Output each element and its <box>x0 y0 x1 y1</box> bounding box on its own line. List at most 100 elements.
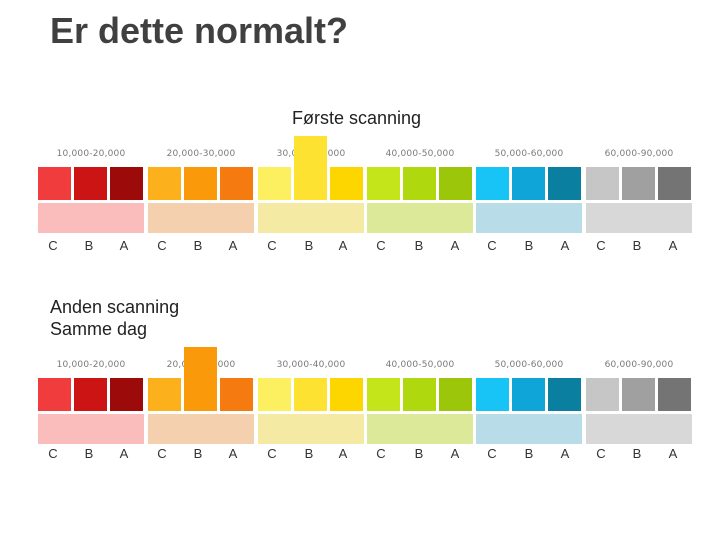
range-label: 40,000-50,000 <box>385 149 455 159</box>
first-scan-label: Første scanning <box>292 108 422 128</box>
color-band <box>586 414 692 444</box>
color-band <box>586 203 692 233</box>
color-cell <box>367 167 400 200</box>
range-group: 20,000-30,000 <box>148 145 254 245</box>
color-cell <box>622 167 655 200</box>
range-group: 20,000-30,000 <box>148 347 254 456</box>
grade-letter: B <box>414 238 424 253</box>
range-group: 60,000-90,000 <box>586 145 692 245</box>
color-cell <box>294 378 327 411</box>
color-band <box>476 414 582 444</box>
color-band <box>38 203 144 233</box>
grade-letter: B <box>193 446 203 461</box>
grade-letter: A <box>119 238 129 253</box>
grade-letter: B <box>193 238 203 253</box>
grade-letter: A <box>560 446 570 461</box>
color-cell <box>586 378 619 411</box>
color-cell <box>258 167 291 200</box>
range-label: 10,000-20,000 <box>56 149 126 159</box>
grade-letter: A <box>560 238 570 253</box>
grade-letter: B <box>632 238 642 253</box>
result-marker <box>294 136 327 200</box>
grade-letter: B <box>84 238 94 253</box>
range-label: 20,000-30,000 <box>166 149 236 159</box>
range-label: 50,000-60,000 <box>494 149 564 159</box>
grade-letter: C <box>376 446 386 461</box>
color-cell <box>586 167 619 200</box>
color-cell <box>512 378 545 411</box>
color-cell <box>658 167 691 200</box>
grade-letter: B <box>524 238 534 253</box>
range-label: 60,000-90,000 <box>604 149 674 159</box>
page-title: Er dette normalt? <box>50 10 349 51</box>
grade-letter: A <box>119 446 129 461</box>
grade-letter: C <box>596 238 606 253</box>
color-band <box>367 203 473 233</box>
grade-letter: A <box>450 446 460 461</box>
color-cell <box>148 378 181 411</box>
grade-letter: A <box>450 238 460 253</box>
color-cell <box>548 378 581 411</box>
color-cell <box>476 167 509 200</box>
grade-letter: C <box>487 446 497 461</box>
color-band <box>476 203 582 233</box>
grade-letter: A <box>338 238 348 253</box>
second-scan-scale: 10,000-20,000 20,000-30,000 30,000-40,000 4… <box>38 347 692 456</box>
color-cell <box>220 378 253 411</box>
color-cell <box>38 167 71 200</box>
second-scan-label: Anden scanning Samme dag <box>50 296 179 340</box>
first-scan-scale: 10,000-20,000 20,000-30,000 30,000-40,000 4… <box>38 136 692 245</box>
range-group: 30,000-40,000 <box>258 136 364 245</box>
result-marker <box>184 347 217 411</box>
grade-letter: C <box>376 238 386 253</box>
range-group: 50,000-60,000 <box>476 356 582 456</box>
color-cell <box>38 378 71 411</box>
grade-letter: C <box>48 238 58 253</box>
grade-letter: C <box>596 446 606 461</box>
color-cell <box>220 167 253 200</box>
grade-letter: A <box>338 446 348 461</box>
color-cell <box>403 167 436 200</box>
color-band <box>258 414 364 444</box>
color-band <box>258 203 364 233</box>
grade-letter: B <box>84 446 94 461</box>
color-cell <box>330 378 363 411</box>
range-group: 40,000-50,000 <box>367 356 473 456</box>
color-band <box>38 414 144 444</box>
grade-letter: C <box>157 446 167 461</box>
grade-letter: B <box>524 446 534 461</box>
grade-letter: C <box>267 446 277 461</box>
grade-letter: B <box>632 446 642 461</box>
grade-letter: B <box>414 446 424 461</box>
range-group: 10,000-20,000 <box>38 145 144 245</box>
color-cell <box>74 378 107 411</box>
color-cell <box>258 378 291 411</box>
range-label: 50,000-60,000 <box>494 360 564 370</box>
color-cell <box>74 167 107 200</box>
grade-letter: C <box>48 446 58 461</box>
color-cell <box>184 167 217 200</box>
grade-letter: B <box>304 446 314 461</box>
color-cell <box>110 378 143 411</box>
second-scan-label-line1: Anden scanning <box>50 297 180 317</box>
range-label: 60,000-90,000 <box>604 360 674 370</box>
range-label: 30,000-40,000 <box>276 360 346 370</box>
grade-letter: A <box>228 238 238 253</box>
range-group: 10,000-20,000 <box>38 356 144 456</box>
color-cell <box>658 378 691 411</box>
color-cell <box>622 378 655 411</box>
range-label: 40,000-50,000 <box>385 360 455 370</box>
color-cell <box>110 167 143 200</box>
range-group: 50,000-60,000 <box>476 145 582 245</box>
range-group: 40,000-50,000 <box>367 145 473 245</box>
grade-letter: B <box>304 238 314 253</box>
range-label: 10,000-20,000 <box>56 360 126 370</box>
grade-letter: A <box>668 238 678 253</box>
second-scan-label-line2: Samme dag <box>50 319 148 339</box>
color-band <box>367 414 473 444</box>
color-cell <box>439 378 472 411</box>
color-cell <box>403 378 436 411</box>
range-group: 60,000-90,000 <box>586 356 692 456</box>
